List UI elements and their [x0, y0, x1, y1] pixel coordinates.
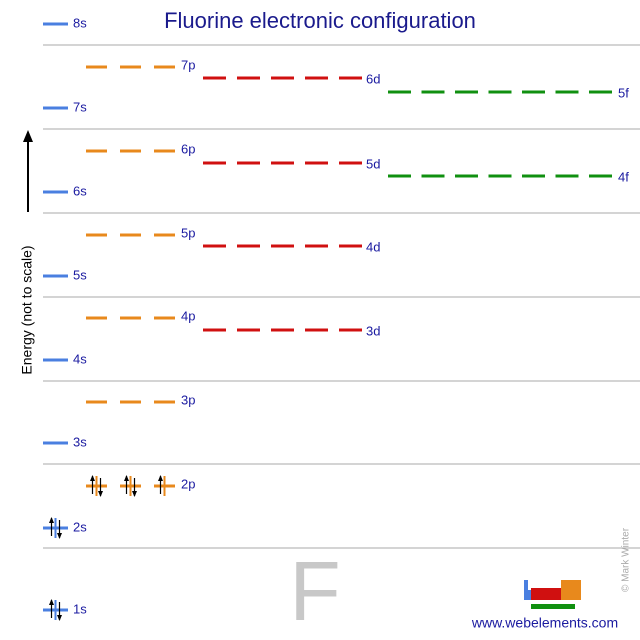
- url[interactable]: www.webelements.com: [471, 615, 618, 631]
- orbital: 5f: [388, 85, 629, 100]
- orbital: 5d: [203, 156, 380, 171]
- orbital: 4f: [388, 169, 629, 184]
- orbital-label: 2s: [73, 519, 87, 534]
- electron-head: [57, 615, 62, 621]
- orbital: 3d: [203, 323, 380, 338]
- orbital-label: 4d: [366, 239, 380, 254]
- orbital: 8s: [43, 15, 87, 30]
- orbital-label: 1s: [73, 601, 87, 616]
- orbital: 4d: [203, 239, 380, 254]
- axis-label: Energy (not to scale): [19, 245, 35, 374]
- electron-head: [57, 533, 62, 539]
- electron-head: [124, 475, 129, 481]
- copyright: © Mark Winter: [621, 527, 632, 592]
- orbital-label: 3p: [181, 392, 195, 407]
- orbital: 6s: [43, 183, 87, 198]
- orbital: 6d: [203, 71, 380, 86]
- orbital: 5p: [86, 225, 195, 240]
- orbital: 2s: [43, 517, 87, 539]
- orbital-label: 5s: [73, 267, 87, 282]
- periodic-table-icon: [524, 580, 581, 609]
- orbital-label: 4p: [181, 308, 195, 323]
- orbital-label: 5p: [181, 225, 195, 240]
- orbital-label: 6p: [181, 141, 195, 156]
- orbital-label: 6d: [366, 71, 380, 86]
- element-symbol: F: [289, 544, 340, 638]
- orbital-label: 8s: [73, 15, 87, 30]
- orbital-label: 7p: [181, 57, 195, 72]
- electron-head: [90, 475, 95, 481]
- electron-head: [49, 517, 54, 523]
- electron-head: [98, 491, 103, 497]
- orbital-label: 5d: [366, 156, 380, 171]
- orbital: 4s: [43, 351, 87, 366]
- orbital: 5s: [43, 267, 87, 282]
- orbital-label: 3d: [366, 323, 380, 338]
- orbital-label: 2p: [181, 476, 195, 491]
- title: Fluorine electronic configuration: [164, 8, 476, 33]
- orbital-label: 6s: [73, 183, 87, 198]
- electron-head: [49, 599, 54, 605]
- orbital: 3s: [43, 434, 87, 449]
- orbital: 7s: [43, 99, 87, 114]
- energy-arrow-head: [23, 130, 33, 142]
- orbital-label: 3s: [73, 434, 87, 449]
- orbital: 3p: [86, 392, 195, 407]
- orbital: 4p: [86, 308, 195, 323]
- electron-head: [132, 491, 137, 497]
- orbital-label: 4s: [73, 351, 87, 366]
- orbital-label: 5f: [618, 85, 629, 100]
- electron-head: [158, 475, 163, 481]
- orbital: 6p: [86, 141, 195, 156]
- orbital-label: 7s: [73, 99, 87, 114]
- orbital: 1s: [43, 599, 87, 621]
- orbital-label: 4f: [618, 169, 629, 184]
- orbital: 7p: [86, 57, 195, 72]
- orbital: 2p: [86, 475, 195, 497]
